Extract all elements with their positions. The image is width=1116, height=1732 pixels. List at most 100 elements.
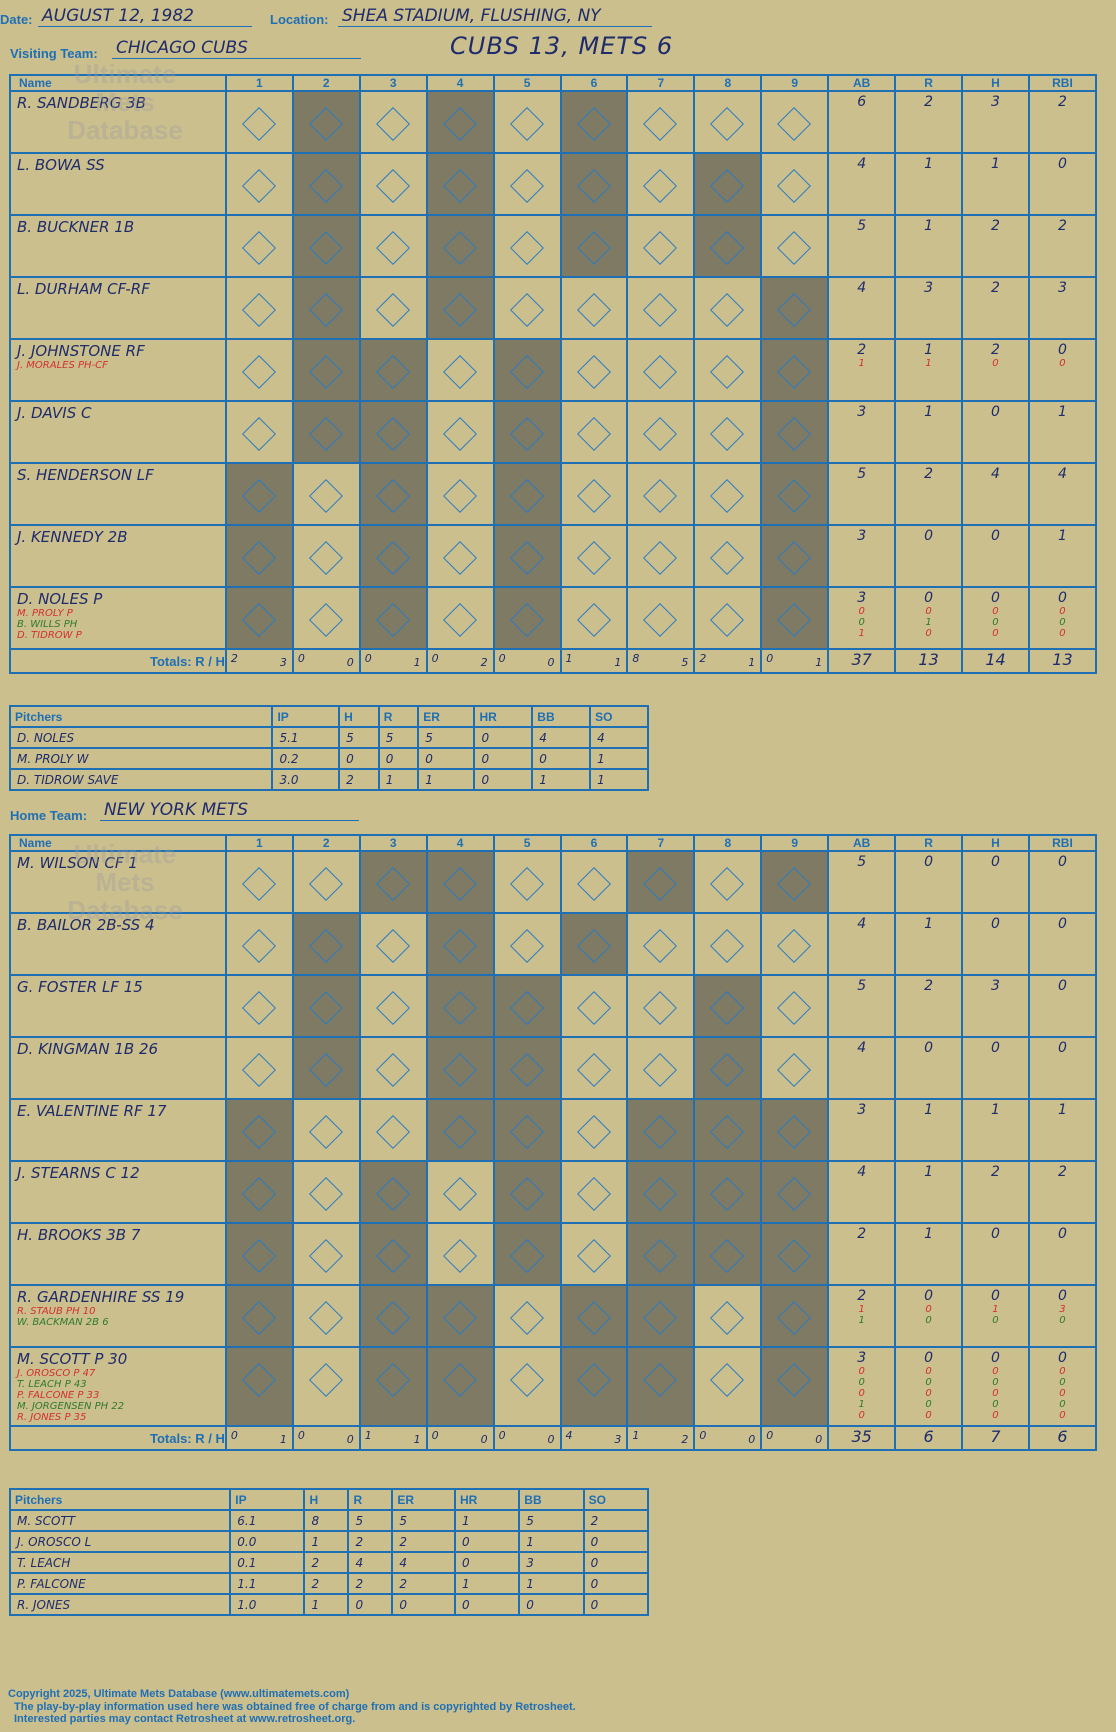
at-bat-cell <box>224 524 294 588</box>
pitcher-stat: 0 <box>377 747 420 770</box>
at-bat-cell <box>358 214 428 278</box>
pitcher-stat: 1 <box>518 1572 585 1595</box>
batter-name-cell: L. DURHAM CF-RF <box>9 276 227 340</box>
batter-name: R. SANDBERG 3B <box>17 94 146 112</box>
base-diamond <box>308 1177 343 1211</box>
pitcher-col-ip: IP <box>271 705 341 728</box>
at-bat-cell <box>626 586 696 650</box>
stat-value: 4 <box>991 466 1000 482</box>
stat-value: 4 <box>857 280 867 296</box>
stat-cell-rbi: 0 <box>1027 1036 1098 1100</box>
pitcher-row: R. JONES 1.0 1 0 0 0 0 0 <box>8 1593 650 1616</box>
at-bat-cell <box>693 1160 763 1224</box>
pitcher-stat: 4 <box>347 1551 394 1574</box>
stat-value: 0 <box>1058 978 1067 994</box>
inning-hits: 0 <box>346 656 354 669</box>
visitors-header-row: Name 1 2 3 4 5 6 7 8 9 AB R H RBI <box>9 74 1098 92</box>
pitcher-stat: 0 <box>338 747 380 770</box>
base-diamond <box>241 867 276 901</box>
base-diamond <box>308 107 343 141</box>
stat-values: 0 <box>963 526 1028 544</box>
copyright-line: Copyright 2025, Ultimate Mets Database (… <box>8 1688 350 1700</box>
sub-stat-value: 0 <box>925 628 932 639</box>
base-diamond <box>241 355 276 389</box>
stat-values: 1 <box>896 1224 961 1242</box>
base-diamond <box>777 1053 812 1087</box>
at-bat-cell <box>760 912 830 976</box>
inning-hits: 1 <box>413 656 421 669</box>
stat-value: 0 <box>1058 156 1067 172</box>
batter-name: D. NOLES P <box>17 590 103 608</box>
stat-value: 0 <box>991 916 1000 932</box>
stat-values: 0 <box>1030 154 1095 172</box>
pitcher-stat: 5 <box>347 1509 394 1532</box>
sub-stat-value: 0 <box>925 606 932 617</box>
at-bat-cell <box>760 462 830 526</box>
stat-cell-r: 0 <box>894 850 964 914</box>
inning-runs: 1 <box>632 1429 640 1442</box>
at-bat-cell <box>492 214 562 278</box>
stat-value: 3 <box>857 1102 867 1118</box>
base-diamond <box>643 1115 678 1149</box>
base-diamond <box>375 1053 410 1087</box>
at-bat-cell <box>693 214 763 278</box>
stat-values: 0 <box>896 526 961 544</box>
stat-values: 1 <box>896 216 961 234</box>
base-diamond <box>643 541 678 575</box>
at-bat-cell <box>626 400 696 464</box>
sub-stat-value: 1 <box>925 617 932 628</box>
base-diamond <box>777 231 812 265</box>
base-diamond <box>777 867 812 901</box>
substitute-name: M. PROLY P <box>17 608 73 619</box>
pitcher-stat: 4 <box>589 726 649 749</box>
at-bat-cell <box>224 1222 294 1286</box>
game-date: AUGUST 12, 1982 <box>38 6 252 27</box>
stat-value: 4 <box>857 1040 867 1056</box>
stat-value: 2 <box>991 342 1000 358</box>
at-bat-cell <box>760 586 830 650</box>
pitcher-stat: 5 <box>417 726 476 749</box>
stat-values: 2 <box>829 1224 894 1242</box>
base-diamond <box>442 231 477 265</box>
retrosheet-contact: Interested parties may contact Retroshee… <box>14 1713 356 1725</box>
batter-name: J. KENNEDY 2B <box>17 528 128 546</box>
stat-values: 3 <box>963 92 1028 110</box>
stat-cell-h: 0 <box>961 850 1030 914</box>
pitcher-name: R. JONES <box>8 1593 232 1616</box>
stat-value: 0 <box>991 854 1000 870</box>
substitute-name: P. FALCONE P 33 <box>17 1390 100 1401</box>
at-bat-cell <box>358 1346 428 1427</box>
stat-cell-rbi: 4 <box>1027 462 1098 526</box>
stat-values: 2 <box>1030 216 1095 234</box>
at-bat-cell <box>291 90 361 154</box>
pitcher-col-h: H <box>303 1488 350 1511</box>
at-bat-cell <box>492 1036 562 1100</box>
base-diamond <box>442 541 477 575</box>
at-bat-cell <box>760 152 830 216</box>
at-bat-cell <box>693 1098 763 1162</box>
at-bat-cell <box>559 1098 629 1162</box>
at-bat-cell <box>358 1098 428 1162</box>
base-diamond <box>442 479 477 513</box>
at-bat-cell <box>425 1284 495 1348</box>
stat-value: 4 <box>1058 466 1067 482</box>
pitcher-stat: 2 <box>347 1530 394 1553</box>
base-diamond <box>308 991 343 1025</box>
base-diamond <box>509 1239 544 1273</box>
inning-header-3: 3 <box>358 834 428 852</box>
batter-name: J. DAVIS C <box>17 404 92 422</box>
batter-row: R. SANDBERG 3B 6 2 3 2 <box>9 90 1098 154</box>
stat-value: 2 <box>1058 94 1067 110</box>
base-diamond <box>643 231 678 265</box>
pitcher-stat: 0 <box>347 1593 394 1616</box>
stat-cell-h: 2 <box>961 276 1030 340</box>
at-bat-cell <box>358 1160 428 1224</box>
at-bat-cell <box>492 90 562 154</box>
pitcher-row: M. PROLY W 0.2 0 0 0 0 0 1 <box>8 747 649 770</box>
name-column-header: Name <box>9 834 227 852</box>
at-bat-cell <box>224 90 294 154</box>
stat-cell-ab: 4 <box>827 1036 897 1100</box>
